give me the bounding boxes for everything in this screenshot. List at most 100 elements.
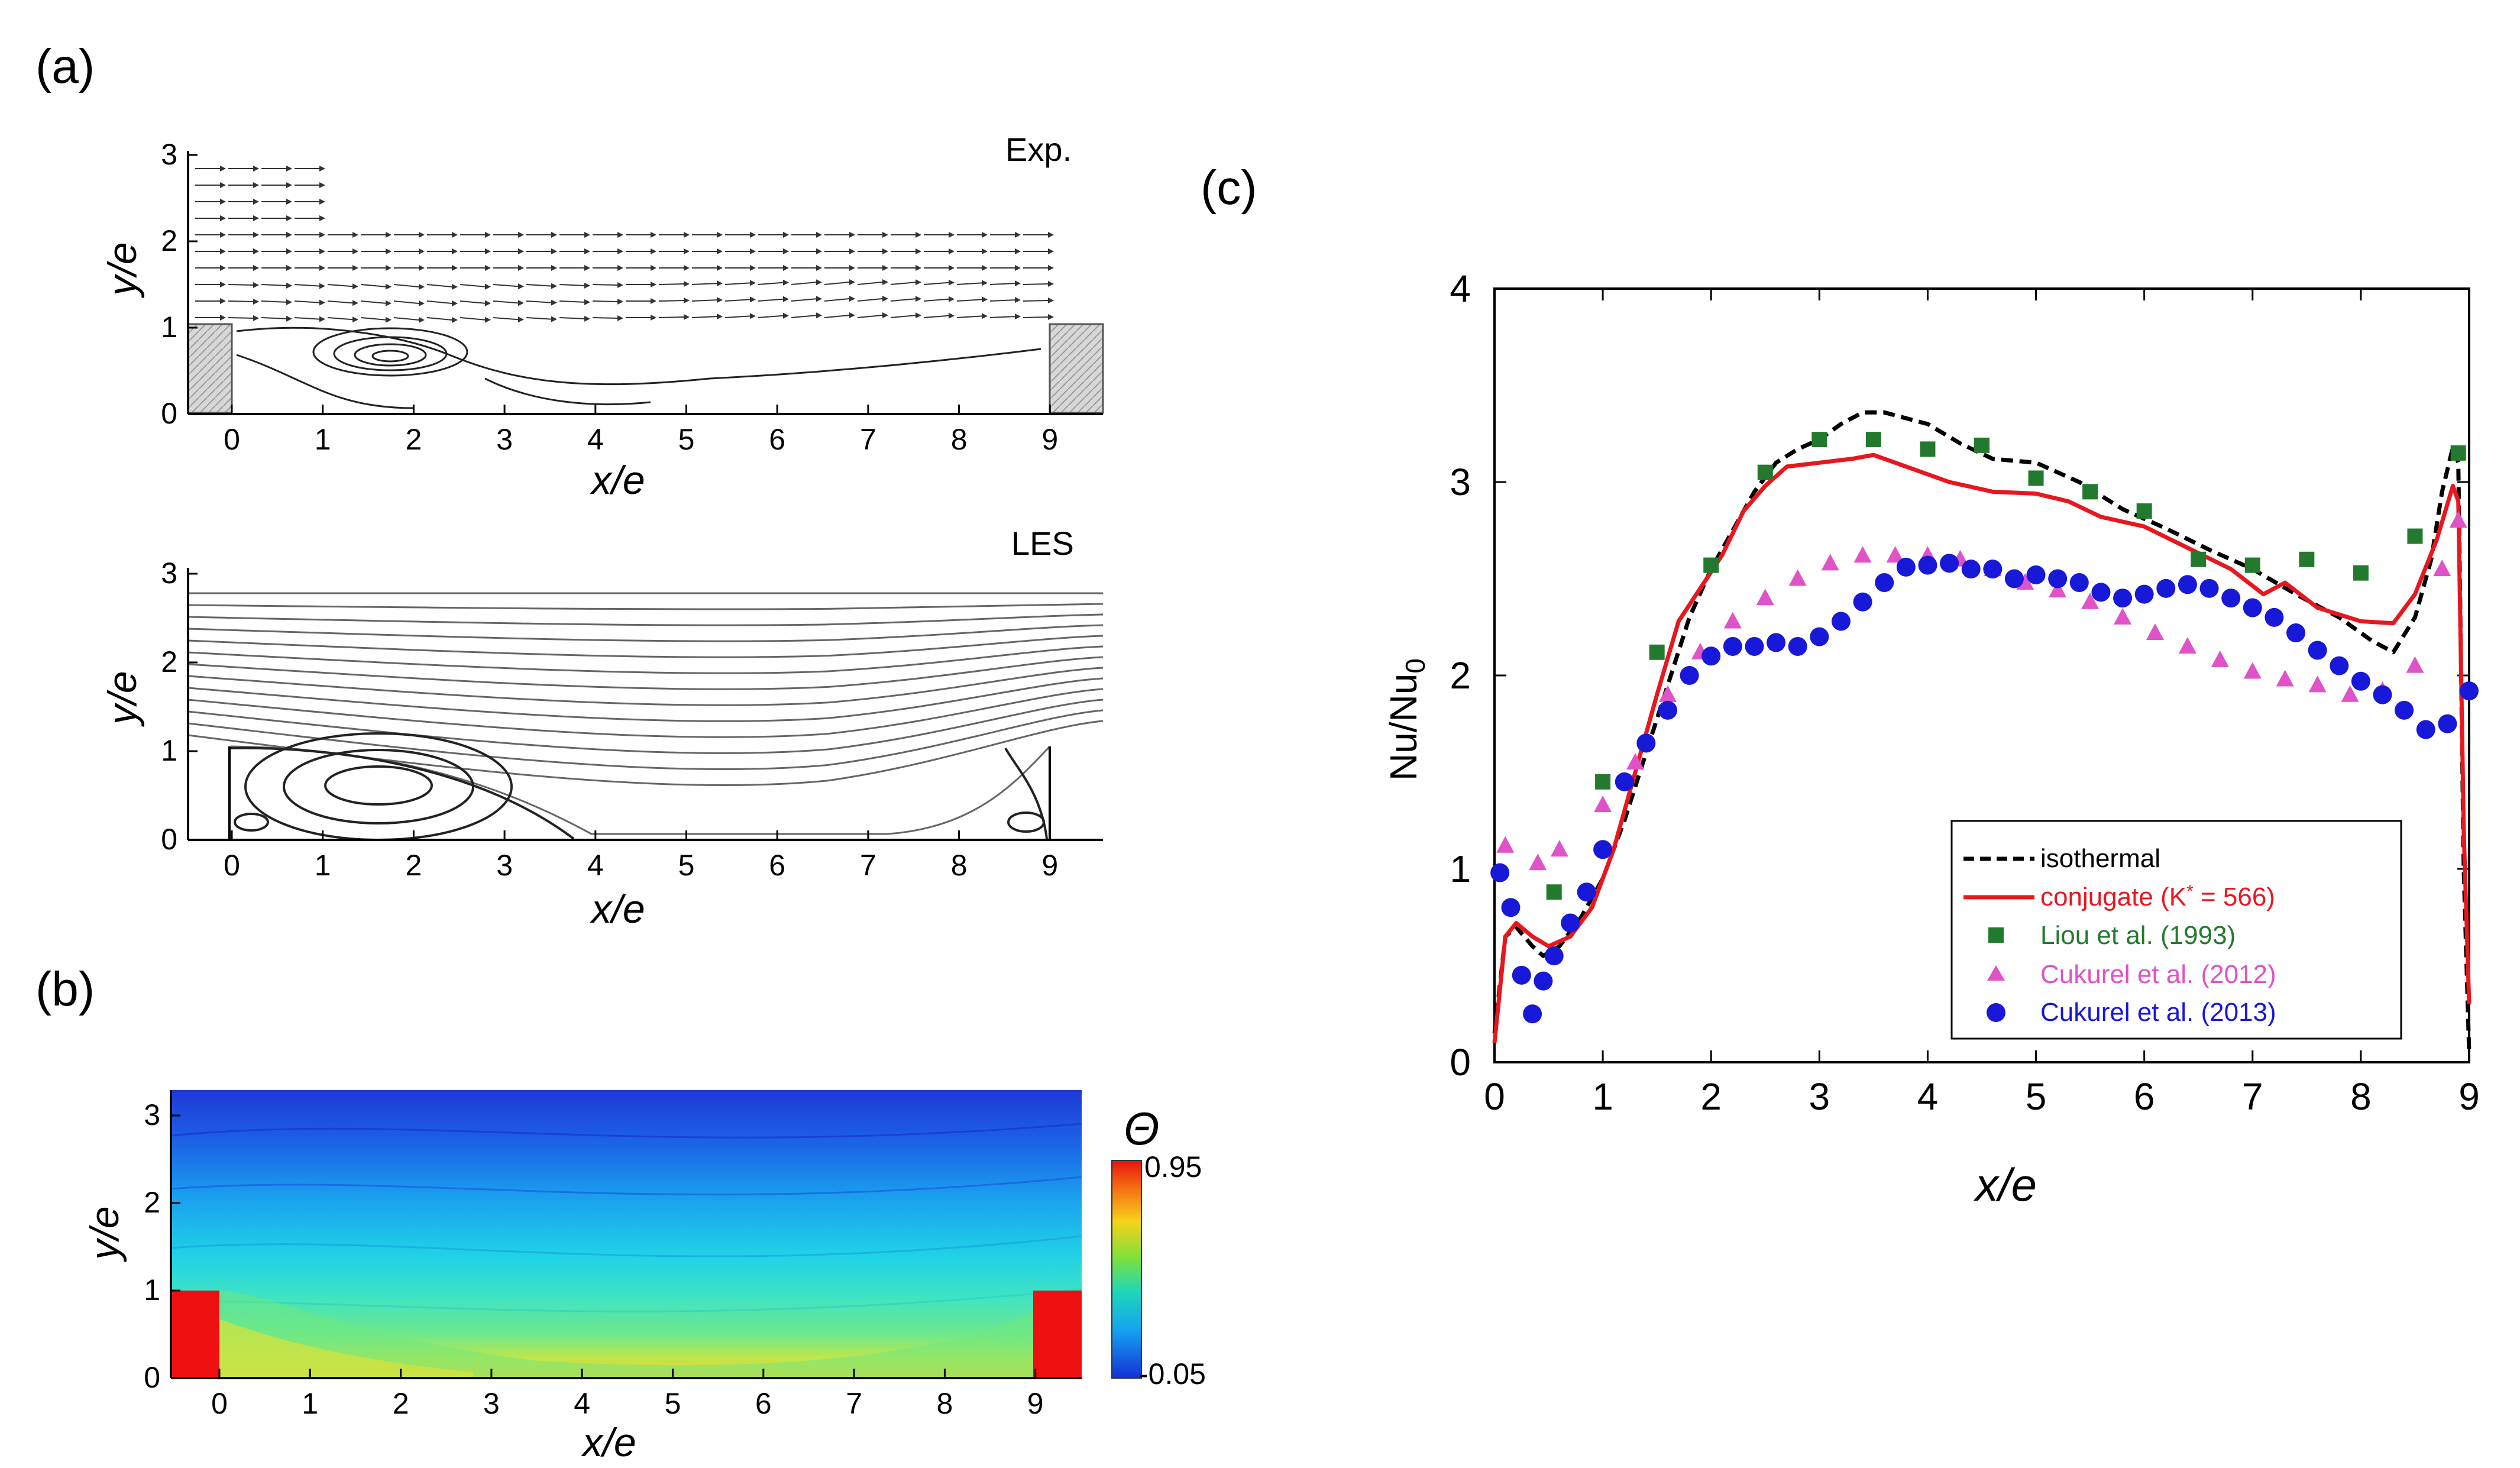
b-ylabel: y/e bbox=[82, 1206, 127, 1262]
cukurel2012-point bbox=[2308, 675, 2327, 693]
liou-point bbox=[1974, 437, 1990, 453]
field-contours bbox=[171, 1123, 1082, 1378]
c-ylabel: Nu/Nu0 bbox=[1382, 658, 1431, 781]
b-ytick-label: 1 bbox=[144, 1273, 160, 1307]
exp-right-rib bbox=[1049, 323, 1104, 414]
cukurel2013-point bbox=[2178, 575, 2197, 594]
b-ytick-label: 3 bbox=[144, 1098, 160, 1131]
liou-point bbox=[2028, 470, 2044, 486]
exp-ylabel: y/e bbox=[100, 242, 145, 298]
cukurel2013-point bbox=[1853, 592, 1872, 612]
liou-point bbox=[1865, 432, 1881, 448]
legend: isothermal conjugate (K* = 566) Liou et … bbox=[1950, 820, 2402, 1040]
c-xtick-label: 4 bbox=[1917, 1075, 1939, 1118]
exp-xtick-label: 8 bbox=[951, 423, 968, 456]
b-x-ticks: 0 1 2 3 4 5 6 7 8 9 bbox=[211, 1369, 1044, 1420]
panel-b-label: (b) bbox=[35, 962, 95, 1016]
cukurel2013-point bbox=[2395, 700, 2414, 720]
cukurel2013-point bbox=[2004, 569, 2024, 589]
panel-a-label: (a) bbox=[35, 40, 95, 93]
exp-xtick-label: 3 bbox=[496, 423, 513, 456]
les-xlabel: x/e bbox=[590, 887, 645, 932]
cukurel2013-point bbox=[1615, 772, 1634, 791]
cukurel2013-point bbox=[2156, 578, 2176, 598]
c-ylabel-main: Nu/Nu bbox=[1382, 674, 1425, 781]
cukurel2013-point bbox=[1831, 612, 1851, 631]
exp-xtick-label: 2 bbox=[405, 423, 422, 456]
c-series bbox=[1490, 410, 2479, 1053]
exp-xtick-label: 9 bbox=[1041, 423, 1058, 456]
les-xtick-label: 3 bbox=[496, 849, 513, 882]
liou-point bbox=[1649, 644, 1665, 660]
liou-point bbox=[2299, 551, 2315, 567]
exp-xtick-label: 1 bbox=[315, 423, 331, 456]
cukurel2013-point bbox=[1940, 554, 1959, 573]
exp-xtick-label: 7 bbox=[860, 423, 876, 456]
exp-xtick-label: 4 bbox=[587, 423, 604, 456]
cukurel2012-point bbox=[1756, 589, 1774, 606]
b-xtick-label: 7 bbox=[846, 1387, 862, 1420]
les-xtick-label: 6 bbox=[769, 849, 785, 882]
cukurel2012-point bbox=[2276, 670, 2294, 687]
legend-label-cukurel2013: Cukurel et al. (2013) bbox=[2040, 998, 2276, 1027]
b-ytick-label: 2 bbox=[144, 1186, 160, 1219]
cukurel2013-point bbox=[2221, 589, 2241, 608]
cukurel2013-point bbox=[1983, 560, 2003, 579]
cukurel2013-point bbox=[2069, 573, 2089, 593]
liou-point bbox=[1703, 557, 1719, 573]
les-ytick-label: 2 bbox=[161, 645, 177, 678]
les-plot: LES 0 1 2 3 4 5 6 7 8 9 0 1 2 3 x/e y/e bbox=[100, 525, 1104, 932]
les-title: LES bbox=[1011, 525, 1074, 562]
exp-vortex bbox=[236, 326, 1041, 409]
c-xtick-label: 7 bbox=[2242, 1075, 2263, 1118]
c-ytick-label: 3 bbox=[1450, 461, 1471, 503]
legend-conjugate-sup: * bbox=[2186, 882, 2194, 901]
b-y-ticks: 0 1 2 3 bbox=[144, 1098, 180, 1394]
les-ylabel: y/e bbox=[100, 671, 145, 727]
cukurel2013-point bbox=[1810, 627, 1829, 646]
exp-xlabel: x/e bbox=[590, 458, 645, 503]
b-xtick-label: 6 bbox=[755, 1387, 772, 1420]
temperature-field: 0 1 2 3 4 5 6 7 8 9 0 1 2 3 x/e y/e bbox=[82, 1090, 1082, 1465]
les-vortex bbox=[230, 732, 1048, 841]
b-xtick-label: 9 bbox=[1027, 1387, 1044, 1420]
colorbar: Θ 0.95 -0.05 bbox=[1111, 1102, 1206, 1391]
cukurel2013-point bbox=[2243, 598, 2262, 617]
cukurel2013-point bbox=[2373, 685, 2392, 704]
les-xtick-label: 5 bbox=[678, 849, 695, 882]
cukurel2012-point bbox=[1594, 796, 1612, 813]
liou-point bbox=[1595, 774, 1611, 790]
exp-xtick-label: 5 bbox=[678, 423, 695, 456]
c-xtick-label: 0 bbox=[1484, 1075, 1505, 1118]
les-xtick-label: 7 bbox=[860, 849, 876, 882]
legend-conjugate-suffix: = 566) bbox=[2194, 882, 2275, 911]
les-ytick-label: 1 bbox=[161, 734, 177, 767]
cukurel2013-point bbox=[1745, 636, 1764, 656]
cukurel2013-point bbox=[2308, 641, 2327, 660]
cukurel2013-point bbox=[1723, 636, 1742, 656]
cukurel2012-point bbox=[2211, 650, 2229, 667]
cukurel2013-point bbox=[2438, 714, 2457, 733]
liou-point bbox=[2191, 551, 2207, 567]
cukurel2013-point bbox=[1701, 646, 1721, 666]
legend-box bbox=[1950, 820, 2402, 1040]
cukurel2013-point bbox=[1918, 555, 1937, 575]
les-xtick-label: 1 bbox=[315, 849, 331, 882]
cukurel2012-point bbox=[2049, 581, 2067, 598]
cukurel2013-point bbox=[2026, 565, 2046, 584]
field-right-rib bbox=[1033, 1291, 1082, 1378]
exp-ytick-label: 0 bbox=[161, 397, 177, 430]
exp-plot: Exp. 0 1 2 3 4 5 6 7 8 9 0 1 2 3 x/e y/e bbox=[100, 131, 1104, 503]
legend-label-isothermal: isothermal bbox=[2040, 844, 2160, 873]
liou-point bbox=[1811, 432, 1827, 448]
c-ytick-label: 4 bbox=[1450, 267, 1471, 310]
cukurel2012-point bbox=[2081, 592, 2100, 609]
cukurel2013-point bbox=[2113, 589, 2133, 608]
cukurel2013-point bbox=[1534, 971, 1553, 991]
liou-point bbox=[1920, 441, 1936, 457]
series-line-1 bbox=[1492, 452, 2472, 1043]
cukurel2013-point bbox=[2286, 623, 2306, 643]
cukurel2012-point bbox=[1658, 685, 1677, 702]
cukurel2013-point bbox=[1501, 898, 1521, 917]
les-ytick-label: 3 bbox=[161, 557, 177, 590]
